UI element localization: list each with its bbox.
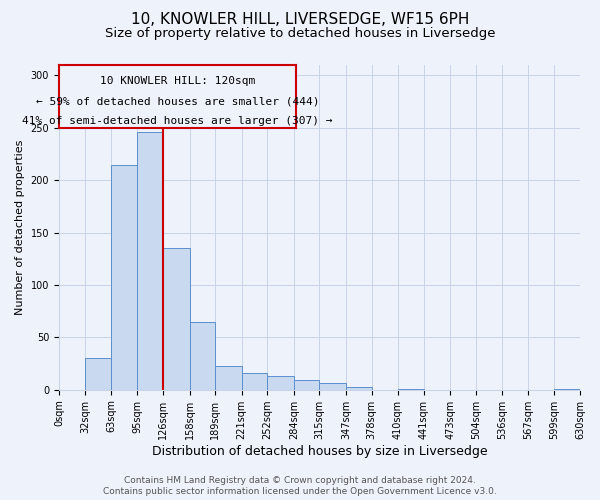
Text: 10, KNOWLER HILL, LIVERSEDGE, WF15 6PH: 10, KNOWLER HILL, LIVERSEDGE, WF15 6PH (131, 12, 469, 28)
Y-axis label: Number of detached properties: Number of detached properties (15, 140, 25, 315)
Bar (346, 386, 371, 390)
Text: Contains HM Land Registry data © Crown copyright and database right 2024.: Contains HM Land Registry data © Crown c… (124, 476, 476, 485)
Bar (319, 384, 346, 390)
Bar (163, 248, 190, 390)
Bar (215, 366, 242, 390)
Bar (190, 322, 215, 390)
Text: Contains public sector information licensed under the Open Government Licence v3: Contains public sector information licen… (103, 487, 497, 496)
Bar (294, 380, 319, 390)
X-axis label: Distribution of detached houses by size in Liversedge: Distribution of detached houses by size … (152, 444, 487, 458)
Bar (268, 376, 294, 390)
Bar (85, 358, 111, 390)
Bar (242, 373, 268, 390)
Bar (398, 388, 424, 390)
Text: Size of property relative to detached houses in Liversedge: Size of property relative to detached ho… (105, 28, 495, 40)
Bar (111, 164, 137, 390)
Bar (137, 132, 163, 390)
Bar (554, 388, 580, 390)
